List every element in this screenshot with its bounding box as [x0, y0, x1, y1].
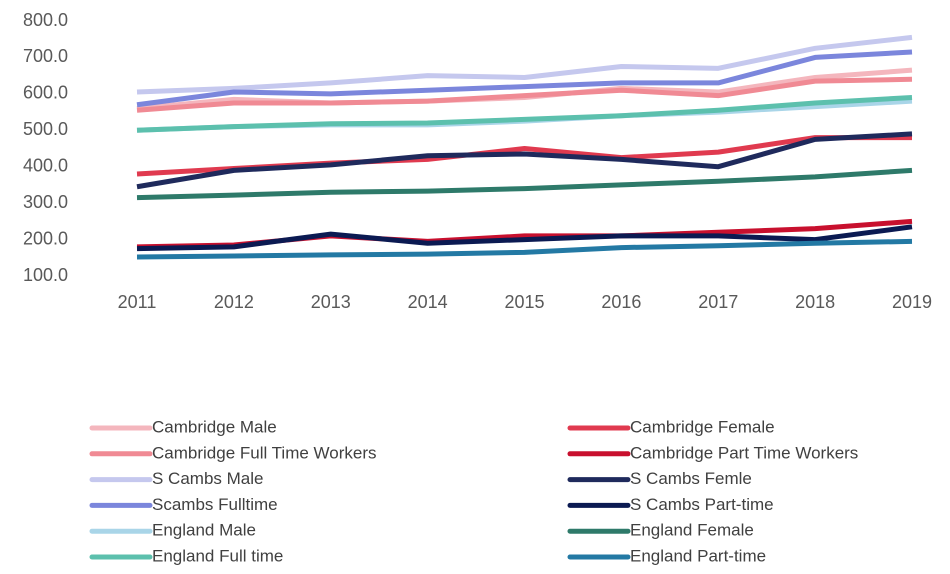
legend-label: England Full time — [152, 546, 283, 565]
x-tick-label: 2012 — [214, 292, 254, 312]
y-tick-label: 100.0 — [23, 265, 68, 285]
legend-label: Cambridge Female — [630, 417, 775, 436]
legend-label: S Cambs Part-time — [630, 495, 774, 514]
series-line — [136, 131, 913, 190]
series-line — [136, 238, 913, 260]
series-line — [136, 167, 913, 201]
legend-label: Scambs Fulltime — [152, 495, 278, 514]
x-tick-label: 2014 — [408, 292, 448, 312]
legend-label: Cambridge Part Time Workers — [630, 443, 858, 462]
series-line — [136, 49, 913, 108]
x-tick-label: 2013 — [311, 292, 351, 312]
legend-label: Cambridge Male — [152, 417, 277, 436]
x-tick-label: 2011 — [118, 292, 157, 312]
y-tick-label: 500.0 — [23, 119, 68, 139]
x-tick-label: 2019 — [892, 292, 932, 312]
legend-label: England Male — [152, 521, 256, 540]
y-tick-label: 200.0 — [23, 228, 68, 248]
y-tick-label: 700.0 — [23, 46, 68, 66]
y-tick-label: 600.0 — [23, 83, 68, 103]
x-tick-label: 2016 — [601, 292, 641, 312]
y-tick-label: 800.0 — [23, 10, 68, 30]
x-tick-label: 2017 — [698, 292, 738, 312]
legend-label: Cambridge Full Time Workers — [152, 443, 377, 462]
legend-label: England Part-time — [630, 546, 766, 565]
y-tick-label: 300.0 — [23, 192, 68, 212]
x-tick-label: 2018 — [795, 292, 835, 312]
series-line — [136, 95, 913, 133]
y-tick-label: 400.0 — [23, 155, 68, 175]
series-line — [136, 76, 913, 113]
series-line — [136, 224, 913, 252]
legend-label: S Cambs Femle — [630, 469, 752, 488]
legend-label: England Female — [630, 521, 754, 540]
legend-label: S Cambs Male — [152, 469, 263, 488]
series-line — [136, 34, 913, 95]
x-tick-label: 2015 — [504, 292, 544, 312]
